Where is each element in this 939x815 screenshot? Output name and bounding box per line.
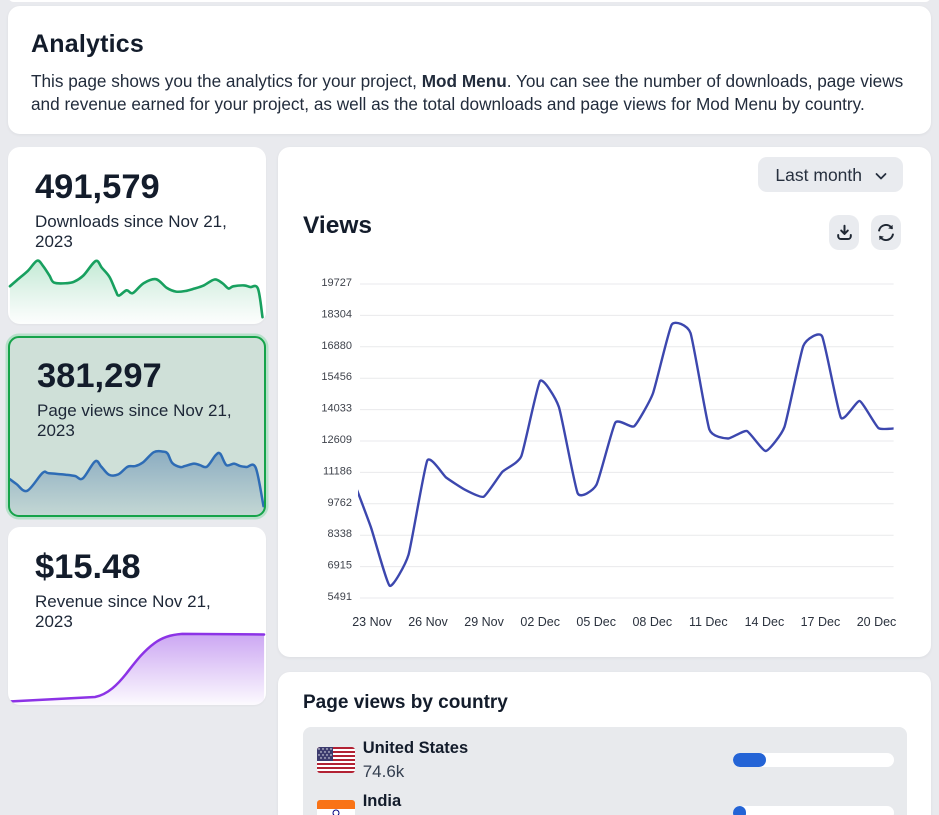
- svg-text:23 Nov: 23 Nov: [352, 615, 392, 629]
- svg-text:08 Dec: 08 Dec: [632, 615, 672, 629]
- svg-text:18304: 18304: [321, 308, 352, 320]
- svg-text:12609: 12609: [321, 434, 352, 446]
- svg-text:29 Nov: 29 Nov: [464, 615, 504, 629]
- svg-text:9762: 9762: [328, 497, 352, 509]
- svg-text:5491: 5491: [328, 591, 352, 603]
- svg-text:05 Dec: 05 Dec: [576, 615, 616, 629]
- svg-text:15456: 15456: [321, 371, 352, 383]
- svg-text:8338: 8338: [328, 528, 352, 540]
- svg-text:14 Dec: 14 Dec: [745, 615, 785, 629]
- svg-text:17 Dec: 17 Dec: [801, 615, 841, 629]
- svg-text:11186: 11186: [323, 465, 352, 477]
- svg-text:16880: 16880: [321, 340, 352, 352]
- svg-text:6915: 6915: [328, 560, 352, 572]
- svg-text:19727: 19727: [321, 277, 352, 289]
- svg-text:20 Dec: 20 Dec: [857, 615, 897, 629]
- svg-text:14033: 14033: [321, 403, 352, 415]
- svg-text:02 Dec: 02 Dec: [520, 615, 560, 629]
- svg-text:11 Dec: 11 Dec: [689, 615, 728, 629]
- svg-text:26 Nov: 26 Nov: [408, 615, 448, 629]
